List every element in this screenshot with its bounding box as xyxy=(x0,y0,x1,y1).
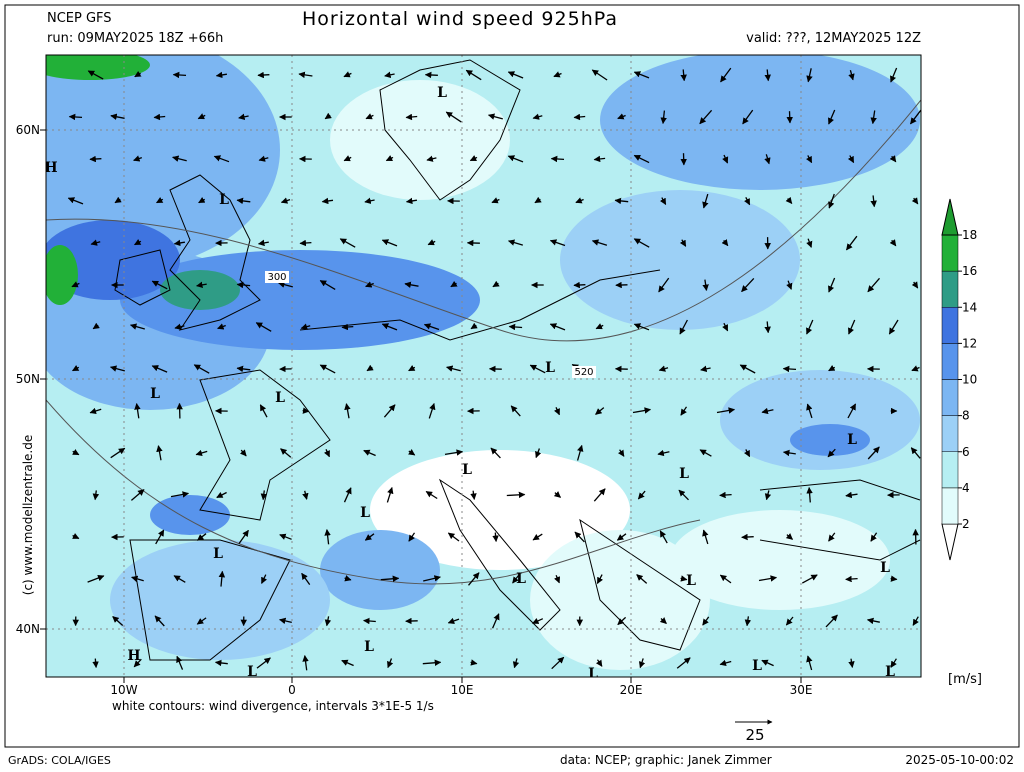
colorbar-high-triangle xyxy=(942,199,958,235)
pressure-label: L xyxy=(213,546,223,562)
lat-label: 50N xyxy=(16,372,40,386)
lon-label: 10E xyxy=(451,683,474,697)
model-name: NCEP GFS xyxy=(47,11,112,26)
wind-arrow xyxy=(891,579,897,580)
contour-label: 300 xyxy=(267,272,286,283)
wind-arrow xyxy=(783,369,796,370)
pressure-label: L xyxy=(437,85,447,101)
lat-label: 60N xyxy=(16,123,40,137)
colorbar-band xyxy=(942,452,958,488)
pressure-label: L xyxy=(275,390,285,406)
pressure-label: H xyxy=(127,648,140,664)
wind-arrow xyxy=(846,579,858,580)
pressure-label: L xyxy=(880,560,890,576)
wind-arrow xyxy=(173,75,186,76)
pressure-label: L xyxy=(686,573,696,589)
colorbar-band xyxy=(942,235,958,271)
colorbar-unit: [m/s] xyxy=(948,672,982,687)
pressure-label: L xyxy=(364,639,374,655)
pressure-label: L xyxy=(545,360,555,376)
run-info: run: 09MAY2025 18Z +66h xyxy=(47,31,223,46)
longitude-labels: 10W 0 10E 20E 30E xyxy=(110,677,812,697)
colorbar-label: 14 xyxy=(962,300,977,314)
credit: (c) www.modellzentrale.de xyxy=(21,435,35,595)
wind-arrow xyxy=(300,243,311,244)
lat-label: 40N xyxy=(16,622,40,636)
lon-label: 30E xyxy=(790,683,813,697)
pressure-label: L xyxy=(679,466,689,482)
software-credit: GrADS: COLA/IGES xyxy=(8,754,111,767)
colorbar-band xyxy=(942,416,958,452)
pressure-label: L xyxy=(847,432,857,448)
colorbar-label: 16 xyxy=(962,264,977,278)
colorbar-low-triangle xyxy=(942,524,958,560)
wind-arrow xyxy=(720,495,732,496)
colorbar-label: 12 xyxy=(962,336,977,350)
pressure-label: L xyxy=(360,505,370,521)
wind-arrow xyxy=(551,159,564,160)
wind-arrow xyxy=(342,327,353,328)
pressure-label: L xyxy=(885,664,895,680)
colorbar-band xyxy=(942,307,958,343)
colorbar: 2 4 6 8 10 12 14 16 18 xyxy=(942,199,977,560)
wind-arrow xyxy=(426,75,438,76)
wind-arrow xyxy=(790,111,791,123)
wind-arrow xyxy=(95,659,96,668)
wind-arrow xyxy=(303,411,309,412)
lon-label: 10W xyxy=(110,683,137,697)
pressure-label: L xyxy=(150,386,160,402)
wind-arrow xyxy=(742,537,754,538)
colorbar-band xyxy=(942,488,958,524)
wind-arrow xyxy=(258,75,269,76)
colorbar-band xyxy=(942,271,958,307)
colorbar-label: 18 xyxy=(962,228,977,242)
contour-label: 520 xyxy=(574,367,593,378)
wind-arrow xyxy=(495,533,496,542)
pressure-label: L xyxy=(219,192,229,208)
colorbar-label: 4 xyxy=(962,481,970,495)
colorbar-band xyxy=(942,380,958,416)
pressure-label: L xyxy=(247,664,257,680)
pressure-label: L xyxy=(462,462,472,478)
pressure-label: L xyxy=(588,666,598,682)
map-title: Horizontal wind speed 925hPa xyxy=(302,8,618,30)
timestamp: 2025-05-10-00:02 xyxy=(905,753,1014,767)
vector-scale-label: 25 xyxy=(745,726,764,744)
colorbar-label: 2 xyxy=(962,517,970,531)
wind-arrow xyxy=(69,117,82,118)
valid-time: valid: ???, 12MAY2025 12Z xyxy=(746,31,921,46)
wind-arrow xyxy=(574,285,585,286)
colorbar-band xyxy=(942,343,958,379)
colorbar-label: 10 xyxy=(962,373,977,387)
data-credit: data: NCEP; graphic: Janek Zimmer xyxy=(560,753,772,767)
colorbar-label: 6 xyxy=(962,445,970,459)
pressure-label: L xyxy=(752,658,762,674)
lon-label: 0 xyxy=(288,683,296,697)
lon-label: 20E xyxy=(620,683,643,697)
wind-arrow xyxy=(90,159,101,160)
pressure-label: L xyxy=(516,571,526,587)
divergence-note: white contours: wind divergence, interva… xyxy=(112,699,434,713)
colorbar-label: 8 xyxy=(962,409,970,423)
